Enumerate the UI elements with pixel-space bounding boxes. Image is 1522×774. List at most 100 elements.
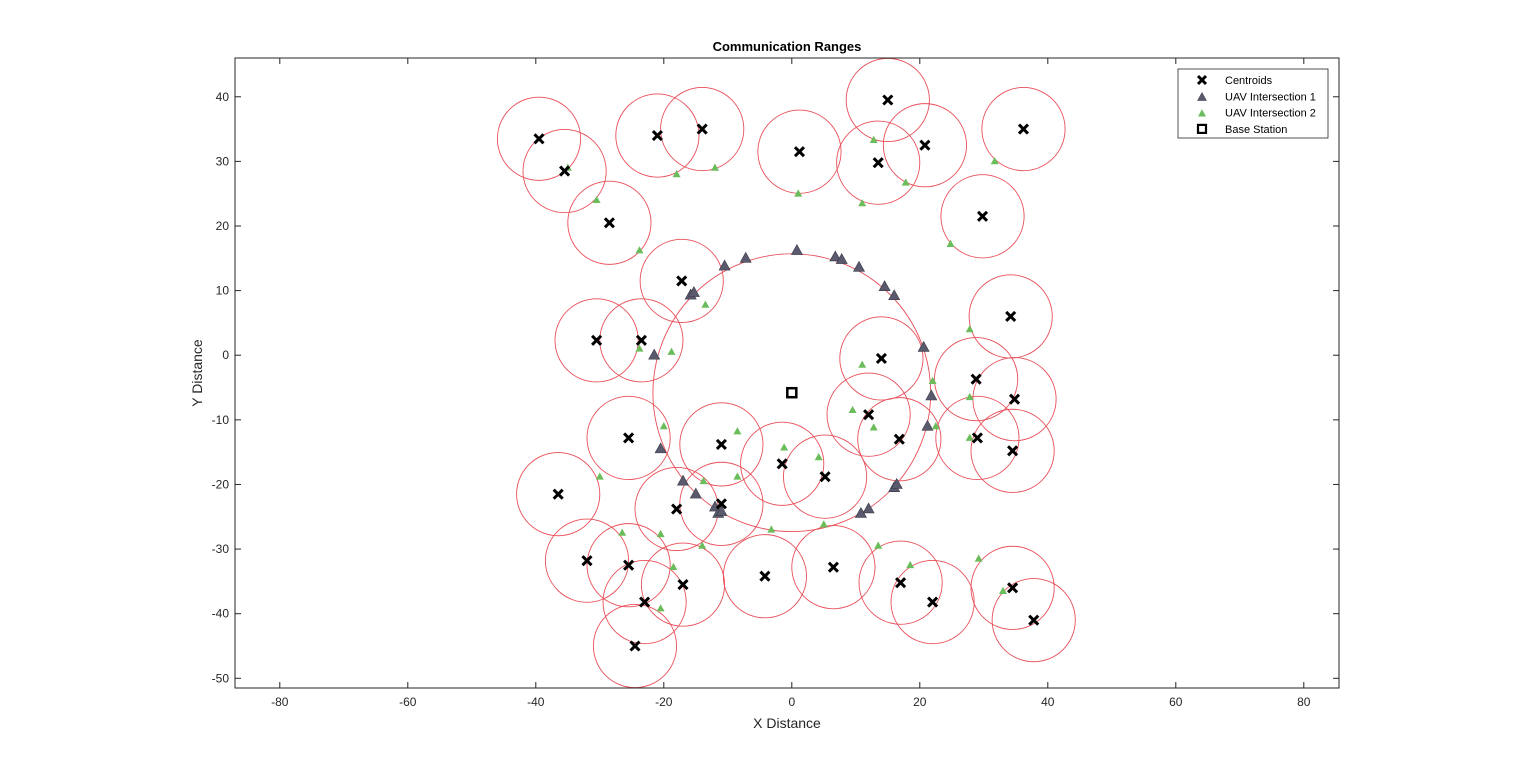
uav-intersection-2-point [901, 178, 910, 186]
centroid-point [971, 432, 983, 444]
centroid-range-circle [934, 337, 1019, 422]
centroid-point [919, 139, 931, 151]
base-station-point [786, 386, 798, 399]
centroid-markers [533, 94, 1040, 652]
centroid-point [1007, 445, 1019, 457]
centroid-point [872, 157, 884, 169]
centroid-range-circle [783, 434, 868, 519]
y-tick-label: -40 [212, 607, 230, 621]
centroid-point [976, 210, 989, 222]
centroid-point [715, 498, 727, 510]
centroid-range-circle [615, 93, 700, 178]
base-station-marker [786, 386, 798, 399]
legend-base-station-icon [1196, 123, 1208, 135]
centroid-point [639, 596, 651, 608]
uav-intersection-2-point [946, 239, 955, 247]
centroid-point [629, 640, 641, 652]
uav-intersection-2-point [672, 169, 681, 178]
centroid-range-circle [935, 395, 1020, 480]
centroid-point [793, 146, 806, 158]
centroid-range-circle [740, 421, 825, 506]
centroid-point [776, 458, 788, 470]
centroid-point [581, 555, 593, 567]
uav-intersection-1-point [888, 289, 901, 301]
uav-intersection-1-point [676, 474, 690, 486]
x-tick-label: -40 [527, 695, 545, 709]
uav-intersection-1-point [925, 389, 938, 401]
centroid-point [970, 373, 982, 385]
centroid-range-circle [970, 545, 1055, 630]
centroid-point [1008, 393, 1021, 405]
centroid-point [1005, 310, 1017, 323]
uav-intersection-2-point [874, 541, 883, 549]
centroid-range-circle [586, 395, 671, 480]
centroid-point [559, 165, 571, 177]
uav-intersection-1-point [689, 487, 702, 499]
uav-intersection-1-point [835, 253, 848, 264]
centroid-range-circle [836, 120, 921, 205]
centroid-range-circle [970, 408, 1055, 493]
x-tick-label: 20 [913, 695, 927, 709]
x-tick-label: -20 [655, 695, 673, 709]
centroid-range-circle [599, 298, 684, 383]
uav-intersection-1-point [687, 285, 700, 297]
centroid-range-circle [639, 238, 724, 323]
y-tick-label: 30 [216, 154, 230, 168]
uav-intersection-2-point [656, 604, 665, 612]
x-tick-label: -60 [399, 695, 417, 709]
uav-intersection-2-point [635, 344, 644, 352]
uav-intersection-2-point [819, 520, 828, 528]
uav-intersection-1-point [648, 348, 661, 360]
centroid-range-circle [858, 540, 943, 625]
x-tick-label: -80 [271, 695, 289, 709]
centroid-point [651, 129, 663, 142]
centroid-range-circle [882, 103, 967, 188]
centroid-point [696, 123, 708, 135]
uav-intersection-2-point [974, 554, 983, 562]
centroid-range-circle [496, 96, 582, 181]
uav-intersection-2-point [858, 360, 867, 368]
centroid-range-circle [890, 560, 975, 645]
legend-entry-label: UAV Intersection 1 [1225, 91, 1316, 103]
centroid-range-circle [586, 523, 671, 608]
uav-intersection-2-point [869, 423, 878, 431]
y-tick-label: 20 [216, 219, 230, 233]
uav-intersection-1-point [790, 243, 803, 255]
uav-intersection-1-point [829, 250, 842, 262]
legend: Centroids UAV Intersection 1 UAV Intersect… [1177, 68, 1329, 139]
uav-intersection-2-point [965, 392, 974, 401]
uav-intersection-2-point [794, 189, 803, 197]
uav-intersection-2-point [780, 443, 789, 451]
centroid-point [533, 133, 545, 145]
centroid-point [676, 275, 688, 287]
uav-intersection-1-point [917, 340, 930, 352]
y-axis: -50 -40 -30 -20 -10 0 10 20 30 40 [212, 90, 1339, 685]
centroid-point [635, 334, 647, 346]
uav-intersection-2-point [869, 135, 878, 143]
uav-intersection-1-point [852, 260, 866, 272]
centroid-range-circle [722, 534, 807, 619]
centroid-point [623, 559, 635, 571]
uav-intersection-2-point [965, 325, 974, 333]
legend-entry-label: Base Station [1225, 124, 1287, 136]
centroid-point [895, 577, 907, 589]
uav-intersection-1-point [718, 259, 731, 271]
centroid-range-circle [981, 87, 1066, 172]
uav-intersection-2-point [595, 472, 604, 480]
centroid-point [715, 438, 727, 450]
legend-uav1-icon [1197, 91, 1207, 101]
uav-intersection-2-point [635, 246, 644, 254]
uav-intersection-2-point [659, 421, 668, 430]
centroid-point [759, 570, 771, 582]
centroid-range-circle [839, 316, 924, 401]
uav-intersection-2-point [767, 525, 776, 533]
uav-intersection-2-point [848, 405, 857, 414]
uav-intersection-2-point [656, 529, 665, 538]
uav-intersection-2-point [669, 562, 678, 571]
x-tick-label: 0 [788, 695, 795, 709]
centroid-point [863, 409, 875, 421]
centroid-point [819, 471, 831, 483]
centroid-range-circle [544, 518, 630, 603]
y-tick-label: 40 [216, 90, 230, 104]
